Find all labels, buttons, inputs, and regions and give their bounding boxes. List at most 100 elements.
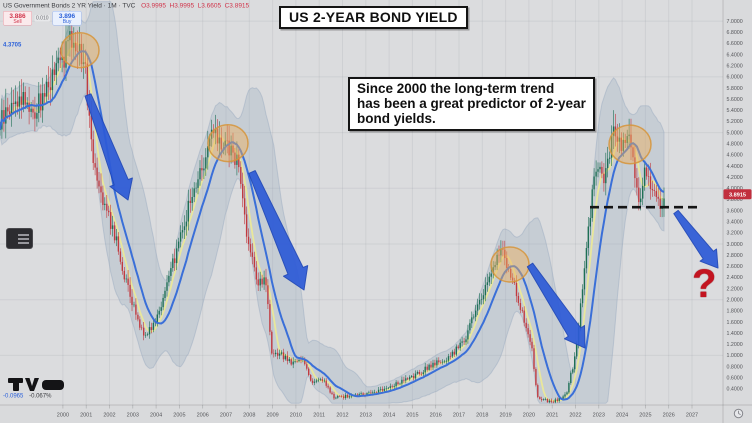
peak-highlight-circle — [608, 124, 652, 165]
svg-text:4.8000: 4.8000 — [727, 142, 743, 148]
svg-text:3.2000: 3.2000 — [727, 231, 743, 237]
svg-text:2005: 2005 — [173, 413, 185, 419]
svg-text:3.8000: 3.8000 — [727, 197, 743, 203]
ohlc-open: O3.9995 — [141, 1, 167, 10]
svg-text:2024: 2024 — [616, 413, 628, 419]
svg-text:2.6000: 2.6000 — [727, 264, 743, 270]
chart-title-box[interactable]: US 2-YEAR BOND YIELD — [279, 6, 468, 29]
svg-text:2000: 2000 — [57, 413, 69, 419]
svg-text:2004: 2004 — [150, 413, 162, 419]
svg-text:5.8000: 5.8000 — [727, 86, 743, 92]
svg-text:2.8000: 2.8000 — [727, 253, 743, 259]
annotation-text-box[interactable]: Since 2000 the long-term trend has been … — [348, 77, 595, 131]
price-axis[interactable]: 7.0000 6.8000 6.6000 6.4000 6.2000 6.0000 5.80… — [727, 19, 743, 393]
svg-text:2006: 2006 — [197, 413, 209, 419]
svg-text:2002: 2002 — [103, 413, 115, 419]
down-trend-arrow — [84, 93, 133, 201]
buy-price: 3.896 — [58, 12, 76, 20]
candles — [0, 10, 665, 404]
svg-text:2012: 2012 — [336, 413, 348, 419]
widget-line — [18, 233, 29, 236]
svg-text:2001: 2001 — [80, 413, 92, 419]
peak-highlight-circle — [207, 124, 249, 163]
svg-text:2009: 2009 — [266, 413, 278, 419]
sell-price: 3.886 — [9, 12, 26, 20]
svg-text:2.0000: 2.0000 — [727, 298, 743, 304]
down-trend-arrow — [526, 262, 586, 349]
svg-text:2014: 2014 — [383, 413, 395, 419]
svg-text:2019: 2019 — [499, 413, 511, 419]
svg-text:2021: 2021 — [546, 413, 558, 419]
symbol-header[interactable]: US Government Bonds 2 YR Yield · 1M · TV… — [3, 1, 249, 10]
buy-button[interactable]: 3.896 Buy — [52, 11, 82, 26]
svg-text:3.0000: 3.0000 — [727, 242, 743, 248]
svg-text:3.8915: 3.8915 — [729, 192, 746, 198]
svg-text:1.8000: 1.8000 — [727, 309, 743, 315]
svg-text:4.0000: 4.0000 — [727, 186, 743, 192]
svg-text:1.2000: 1.2000 — [727, 342, 743, 348]
time-axis[interactable]: 2000 2001 2002 2003 2004 2005 2006 2007 2008 2009… — [57, 405, 698, 419]
symbol-title[interactable]: US Government Bonds 2 YR Yield · 1M · TV… — [3, 1, 136, 10]
down-trend-arrow — [248, 170, 309, 291]
peak-highlight-circle — [60, 31, 100, 69]
chart-panel-widget[interactable] — [6, 228, 33, 249]
svg-text:1.4000: 1.4000 — [727, 331, 743, 337]
down-trend-arrow — [673, 209, 719, 269]
svg-text:5.6000: 5.6000 — [727, 97, 743, 103]
svg-text:2011: 2011 — [313, 413, 325, 419]
svg-text:4.4000: 4.4000 — [727, 164, 743, 170]
svg-text:6.6000: 6.6000 — [727, 41, 743, 47]
svg-text:2007: 2007 — [220, 413, 232, 419]
price-change-row: -0.0965 -0.067% — [3, 391, 51, 400]
svg-text:5.0000: 5.0000 — [727, 130, 743, 136]
spread-value: 0.010 — [34, 15, 51, 22]
svg-text:2017: 2017 — [453, 413, 465, 419]
indicator-value: 4.3705 — [3, 41, 22, 48]
question-mark-drawing[interactable]: ? — [692, 262, 717, 306]
timezone-clock-icon[interactable] — [733, 408, 744, 419]
svg-text:4.6000: 4.6000 — [727, 153, 743, 159]
svg-text:2018: 2018 — [476, 413, 488, 419]
svg-text:2020: 2020 — [523, 413, 535, 419]
svg-text:2.4000: 2.4000 — [727, 275, 743, 281]
svg-text:2027: 2027 — [686, 413, 698, 419]
svg-text:1.6000: 1.6000 — [727, 320, 743, 326]
svg-text:2025: 2025 — [639, 413, 651, 419]
svg-text:2022: 2022 — [569, 413, 581, 419]
highlight-circles[interactable] — [60, 31, 652, 283]
svg-text:2008: 2008 — [243, 413, 255, 419]
svg-text:2.2000: 2.2000 — [727, 286, 743, 292]
trend-arrows[interactable] — [84, 93, 719, 349]
indicator-legend[interactable]: 4.3705 — [3, 40, 21, 49]
widget-line — [18, 241, 29, 244]
svg-text:2026: 2026 — [663, 413, 675, 419]
svg-text:2013: 2013 — [360, 413, 372, 419]
sell-button[interactable]: 3.886 Sell — [3, 11, 32, 26]
svg-text:2015: 2015 — [406, 413, 418, 419]
ohlc-close: C3.8915 — [224, 1, 250, 10]
sell-label: Sell — [13, 18, 22, 25]
ohlc-low: L3.6605 — [197, 1, 222, 10]
svg-text:3.4000: 3.4000 — [727, 220, 743, 226]
quote-widget: 3.886 Sell 0.010 3.896 Buy — [3, 11, 82, 26]
svg-text:6.2000: 6.2000 — [727, 64, 743, 70]
svg-text:6.8000: 6.8000 — [727, 30, 743, 36]
svg-text:3.6000: 3.6000 — [727, 208, 743, 214]
ohlc-values: O3.9995 H3.9995 L3.6605 C3.8915 — [138, 1, 250, 10]
svg-text:2010: 2010 — [290, 413, 302, 419]
svg-text:1.0000: 1.0000 — [727, 353, 743, 359]
annotation-line: bond yields. — [357, 111, 436, 126]
annotation-line: has been a great predictor of 2-year — [357, 96, 586, 111]
buy-label: Buy — [62, 18, 72, 25]
tradingview-logo[interactable] — [8, 376, 66, 398]
svg-text:0.6000: 0.6000 — [727, 376, 743, 382]
annotation-line: Since 2000 the long-term trend — [357, 81, 555, 96]
svg-text:2016: 2016 — [430, 413, 442, 419]
ohlc-high: H3.9995 — [169, 1, 195, 10]
svg-text:0.8000: 0.8000 — [727, 364, 743, 370]
change-value: -0.0965 — [3, 392, 24, 399]
tradingview-logo-icon — [8, 378, 64, 391]
change-percent: -0.067% — [29, 392, 52, 399]
svg-text:0.4000: 0.4000 — [727, 387, 743, 393]
